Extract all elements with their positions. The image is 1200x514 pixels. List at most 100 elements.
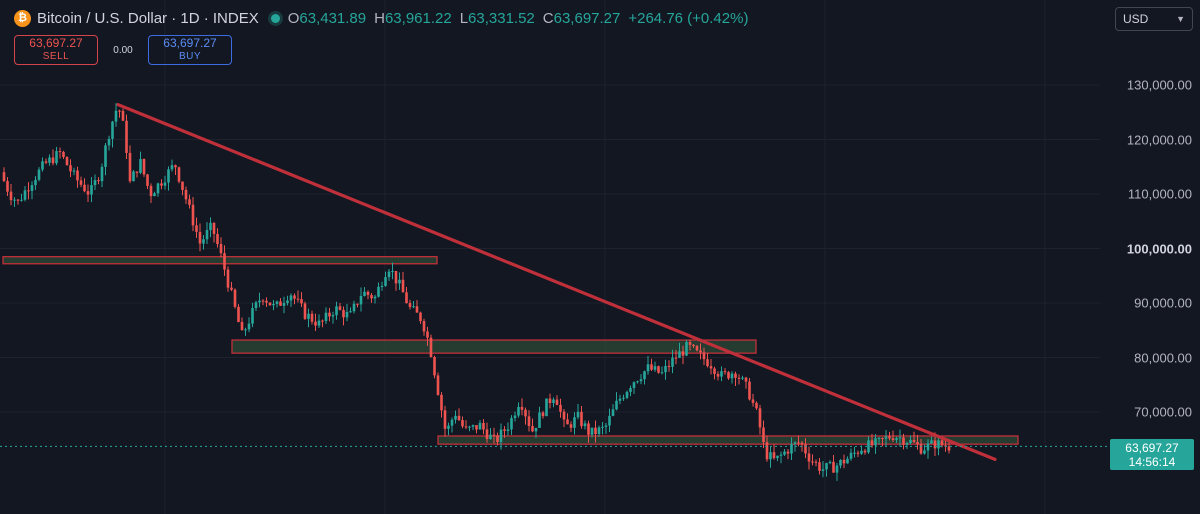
- candle-body: [475, 425, 478, 430]
- candle-body: [48, 157, 51, 163]
- candle-body: [440, 394, 443, 411]
- candle: [846, 456, 849, 464]
- candle-body: [828, 461, 832, 464]
- candle: [849, 448, 853, 461]
- candle: [755, 401, 758, 410]
- candle-body: [251, 308, 254, 324]
- candle-body: [783, 451, 786, 455]
- candle: [499, 423, 503, 450]
- candle-body: [377, 286, 380, 297]
- candle: [916, 434, 919, 450]
- buy-button[interactable]: 63,697.27 BUY: [148, 35, 232, 65]
- candle-body: [135, 171, 139, 173]
- candle-body: [454, 415, 457, 420]
- candle-body: [307, 313, 310, 319]
- candle: [503, 426, 506, 438]
- candle: [653, 361, 657, 372]
- candle: [366, 290, 370, 300]
- candle-body: [436, 375, 440, 395]
- candle-body: [800, 442, 804, 445]
- sell-button[interactable]: 63,697.27 SELL: [14, 35, 98, 65]
- candle: [702, 347, 706, 366]
- candle: [394, 270, 398, 291]
- candle-body: [797, 442, 800, 444]
- candle-body: [569, 424, 573, 428]
- candle: [863, 448, 867, 455]
- candle: [520, 398, 524, 416]
- candle-body: [615, 400, 618, 410]
- candle-body: [408, 303, 412, 307]
- candle-body: [734, 373, 737, 378]
- candle-body: [387, 271, 391, 278]
- candle: [601, 421, 604, 435]
- candle-body: [814, 461, 818, 463]
- candle: [888, 431, 891, 441]
- candle: [209, 217, 212, 238]
- candle: [352, 300, 356, 314]
- candle-body: [503, 429, 506, 431]
- candle-body: [450, 419, 454, 426]
- candle: [853, 446, 856, 458]
- horizontal-zones: [2, 256, 1019, 445]
- candle: [912, 431, 916, 443]
- candle-body: [69, 165, 72, 172]
- symbol-title[interactable]: Bitcoin / U.S. Dollar · 1D · INDEX: [37, 9, 259, 27]
- currency-select[interactable]: USD ▼: [1115, 7, 1193, 31]
- candle: [762, 420, 765, 449]
- candle: [317, 314, 321, 329]
- candle-body: [506, 429, 510, 431]
- candle-body: [405, 292, 408, 304]
- candle: [125, 114, 128, 159]
- candle: [685, 339, 688, 357]
- candle-body: [940, 440, 944, 446]
- candle-countdown: 14:56:14: [1128, 454, 1176, 469]
- candle: [457, 408, 461, 422]
- chart-legend: ₿ Bitcoin / U.S. Dollar · 1D · INDEX O63…: [14, 7, 748, 29]
- candle-body: [240, 322, 244, 331]
- candle: [324, 307, 328, 324]
- candle-body: [930, 440, 933, 444]
- candle-body: [55, 151, 58, 164]
- candle-body: [100, 166, 104, 182]
- candle-body: [163, 182, 167, 186]
- candle-body: [517, 406, 520, 416]
- candle: [839, 459, 842, 469]
- candle: [177, 166, 181, 184]
- candle: [604, 422, 608, 434]
- candle: [338, 303, 342, 311]
- candle: [506, 422, 510, 436]
- candle: [471, 424, 475, 431]
- candle-body: [478, 422, 482, 430]
- candle-body: [916, 442, 919, 445]
- candle-body: [128, 152, 132, 182]
- candle-body: [198, 231, 202, 244]
- candle-body: [415, 306, 419, 313]
- candle: [128, 145, 132, 184]
- candle-body: [485, 429, 489, 440]
- candle-body: [335, 306, 338, 316]
- candle-body: [79, 180, 83, 185]
- candle-body: [139, 158, 142, 173]
- candle-body: [191, 204, 195, 226]
- candle: [548, 393, 552, 409]
- candle: [436, 372, 440, 396]
- candle-body: [258, 300, 261, 303]
- candle: [191, 196, 195, 232]
- candle-body: [111, 121, 114, 139]
- candle-body: [499, 429, 503, 443]
- candle-body: [534, 427, 538, 432]
- candle: [688, 339, 692, 351]
- candle: [426, 326, 429, 346]
- candle-body: [856, 452, 860, 454]
- candle-body: [520, 406, 524, 410]
- candle-body: [692, 344, 695, 347]
- candle: [233, 288, 237, 309]
- candle-body: [30, 185, 34, 191]
- candle-body: [779, 454, 783, 456]
- currency-value: USD: [1123, 12, 1149, 26]
- candle-body: [443, 410, 447, 429]
- price-axis-label: 120,000.00: [1126, 132, 1192, 147]
- candle: [926, 439, 930, 459]
- candle-body: [793, 442, 797, 445]
